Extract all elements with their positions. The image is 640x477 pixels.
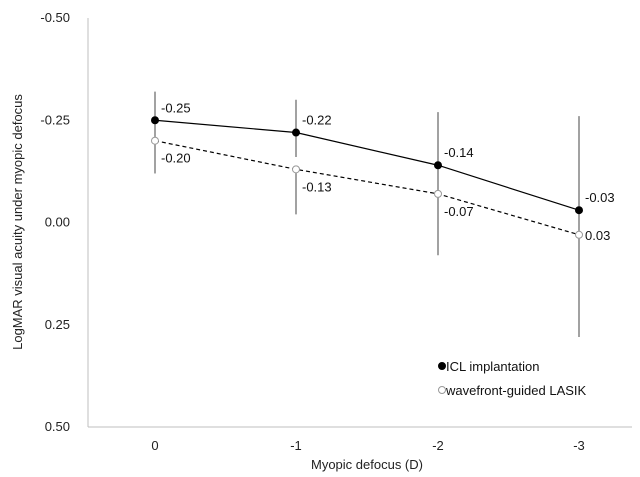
data-label: -0.25 [161,100,191,115]
data-point [434,189,442,198]
x-tick-label: 0 [151,438,158,453]
y-tick-label: -0.50 [40,10,70,25]
data-point [292,128,300,137]
error-bars [154,91,580,338]
legend-label: wavefront-guided LASIK [445,383,587,398]
legend-label: ICL implantation [446,359,539,374]
data-point [575,230,583,239]
series-line [154,140,580,236]
y-tick-label: 0.00 [45,215,70,230]
y-tick-label: 0.50 [45,419,70,434]
data-label: -0.07 [444,204,474,219]
data-label: -0.13 [302,179,332,194]
data-label: 0.03 [585,228,610,243]
y-tick-label: -0.25 [40,112,70,127]
data-label: -0.03 [585,190,615,205]
data-label: -0.20 [161,151,191,166]
axes: -0.50 -0.25 0.00 0.25 0.50 0 -1 -2 -3 [40,10,632,453]
legend: ICL implantation wavefront-guided LASIK [438,359,587,398]
legend-marker [438,386,446,394]
legend-marker [438,362,446,370]
data-point [434,161,442,170]
data-labels: -0.25 -0.22 -0.14 -0.03 -0.20 -0.13 -0.07 0.03 [161,100,615,243]
data-point [151,136,159,145]
data-label: -0.22 [302,113,332,128]
data-point [575,206,583,215]
data-point [151,116,159,125]
x-tick-label: -3 [573,438,585,453]
y-tick-label: 0.25 [45,317,70,332]
series-line [154,119,580,211]
data-point [292,165,300,174]
data-points [151,116,583,239]
data-label: -0.14 [444,145,474,160]
x-tick-label: -1 [290,438,302,453]
y-axis-title: LogMAR visual acuity under myopic defocu… [10,94,25,350]
series-lines [154,119,580,236]
x-tick-label: -2 [432,438,444,453]
x-axis-title: Myopic defocus (D) [311,457,423,472]
